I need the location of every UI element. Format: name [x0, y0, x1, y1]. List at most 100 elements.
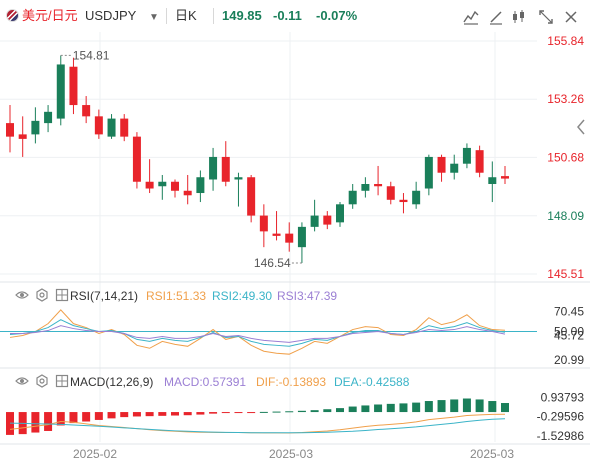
candle-body [44, 111, 53, 124]
candle-body [272, 233, 281, 236]
candle-body [56, 64, 65, 119]
macd-bar [209, 412, 218, 414]
macd-bar [69, 412, 78, 424]
macd-bar [297, 410, 306, 413]
price-change-pct: -0.07% [316, 8, 358, 23]
indicator-toggle-icon[interactable] [55, 288, 69, 302]
candle-body [183, 190, 192, 196]
macd-bar [158, 412, 167, 416]
rsi-tick-label: 70.45 [554, 304, 584, 318]
candle-body [69, 66, 78, 106]
indicator-toggle-icon[interactable] [55, 374, 69, 388]
indicator-icon[interactable] [462, 8, 480, 26]
macd-bar [234, 412, 243, 414]
dea-value: DEA:-0.42588 [334, 375, 410, 389]
macd-bar [183, 412, 192, 416]
close-icon[interactable] [562, 8, 580, 26]
macd-bar [336, 408, 344, 413]
date-tick-label: 2025-03 [269, 447, 313, 461]
macd-bar [424, 401, 433, 413]
date-tick-label: 2025-03 [470, 447, 514, 461]
candle-body [107, 118, 116, 137]
macd-title: MACD(12,26,9) [70, 375, 154, 389]
chart-canvas[interactable]: 154.81 146.54 155.84 153.26 150.68 148.09 145… [0, 32, 590, 467]
macd-tick-label: -1.52986 [537, 429, 585, 443]
macd-bar [196, 412, 205, 415]
macd-bar [437, 400, 446, 413]
candle-body [171, 181, 179, 191]
candle-body [386, 186, 395, 200]
macd-bar [120, 412, 129, 418]
interval-selector[interactable]: 日K [175, 8, 197, 23]
macd-tick-label: 0.93793 [541, 390, 585, 404]
macd-bar [501, 403, 509, 413]
candle-body [348, 190, 357, 205]
macd-bar [82, 412, 91, 422]
candle-body [221, 156, 230, 182]
macd-bar [450, 399, 459, 413]
pair-name: 美元/日元 [22, 8, 78, 23]
macd-bar [386, 403, 395, 413]
macd-bar [488, 401, 497, 413]
settings-icon[interactable] [35, 288, 49, 302]
rsi1-value: RSI1:51.33 [146, 289, 207, 303]
macd-bar [323, 409, 332, 413]
chevron-down-icon[interactable]: ▼ [149, 12, 159, 23]
candle-body [297, 226, 306, 248]
currency-flag-icon [6, 9, 19, 22]
macd-bar [132, 412, 141, 417]
eye-icon[interactable] [15, 288, 29, 302]
macd-bar [221, 412, 230, 414]
rsi-line-rsi3 [10, 325, 506, 343]
macd-bar [399, 403, 408, 413]
candle-body [374, 184, 383, 187]
symbol-selector[interactable]: USDJPY [85, 8, 137, 23]
candle-body [424, 156, 433, 189]
last-price: 149.85 [222, 8, 262, 23]
macd-bar [145, 412, 154, 417]
candle-body [158, 181, 167, 187]
settings-icon[interactable] [35, 374, 49, 388]
macd-bar [361, 405, 370, 413]
price-tick-label: 155.84 [547, 34, 584, 48]
macd-value: MACD:0.57391 [164, 375, 247, 389]
date-tick-label: 2025-02 [73, 447, 117, 461]
toolbar: 美元/日元 USDJPY ▼ 日K 149.85 -0.11 -0.07% [0, 0, 590, 32]
macd-bar [259, 411, 268, 413]
macd-tick-label: -0.29596 [537, 410, 585, 424]
macd-bar [107, 412, 116, 419]
draw-tool-icon[interactable] [487, 8, 505, 26]
macd-bar [94, 412, 103, 420]
macd-bar [56, 412, 65, 426]
candle-body [145, 181, 154, 189]
dif-value: DIF:-0.13893 [256, 375, 327, 389]
macd-bar [31, 412, 40, 433]
candle-body [462, 147, 471, 164]
candle-body [475, 150, 484, 173]
candle-body [82, 105, 91, 117]
macd-bar [171, 412, 179, 416]
macd-bar [272, 411, 281, 413]
chevron-left-icon[interactable] [575, 118, 587, 136]
macd-bar [44, 412, 53, 431]
macd-bar [374, 404, 383, 413]
candle-body [132, 136, 141, 182]
high-label: 154.81 [73, 48, 110, 62]
macd-bar [475, 399, 484, 413]
price-tick-label: 150.68 [547, 150, 584, 164]
candle-body [94, 116, 103, 135]
candle-type-icon[interactable] [510, 8, 528, 26]
rsi-tick-label: 45.72 [554, 329, 584, 343]
candle-body [310, 215, 319, 227]
expand-icon[interactable] [537, 8, 555, 26]
macd-bar [462, 398, 471, 413]
divider [213, 8, 214, 24]
divider [166, 8, 167, 24]
rsi-tick-label: 50.00 [554, 325, 584, 339]
candle-body [450, 163, 459, 173]
eye-icon[interactable] [15, 374, 29, 388]
candle-body [234, 177, 243, 180]
candle-body [412, 190, 421, 205]
macd-bar [285, 411, 294, 413]
macd-line-dea [9, 418, 506, 434]
